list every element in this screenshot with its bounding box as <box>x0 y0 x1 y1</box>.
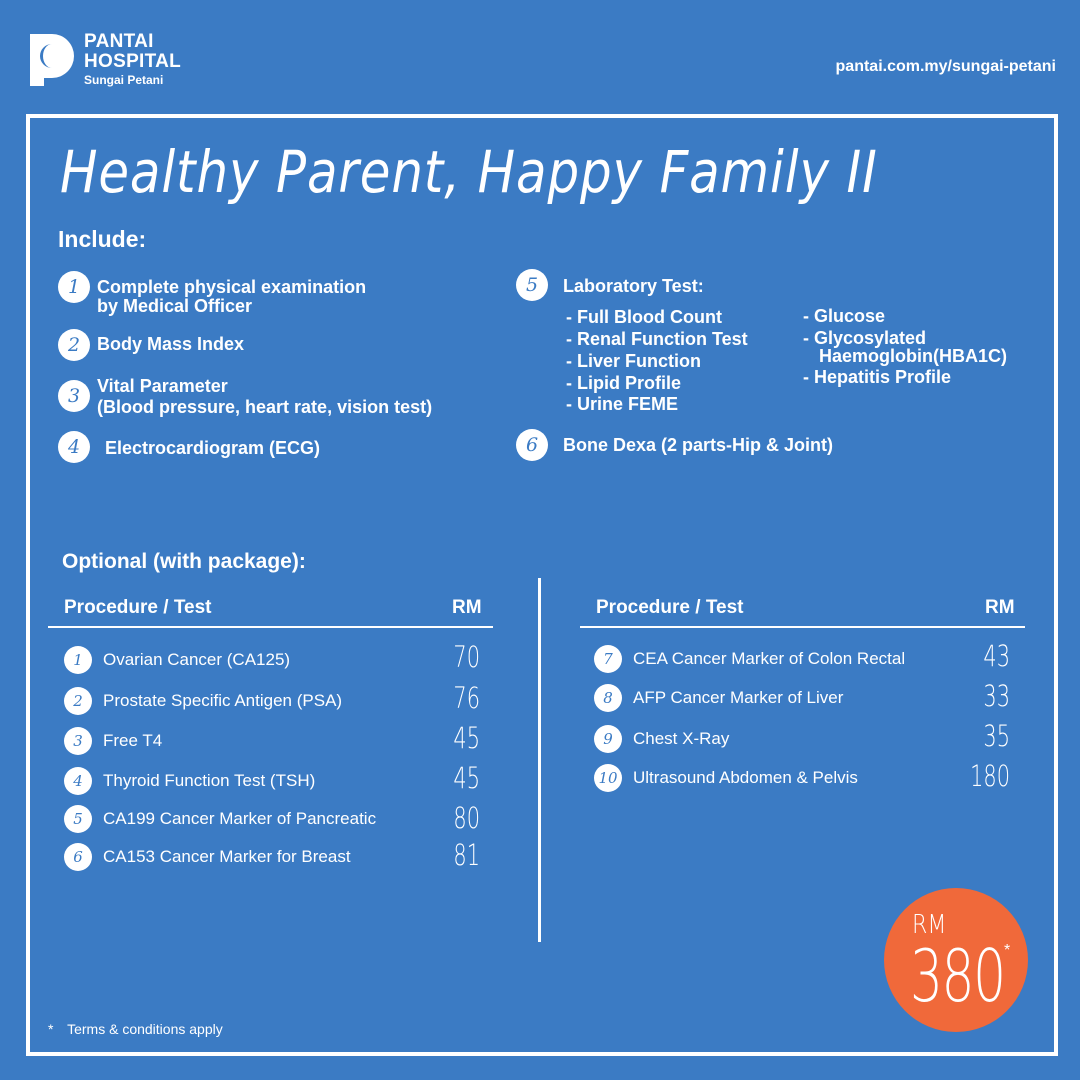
lab-test: - Glucose <box>803 306 886 326</box>
row-number: 9 <box>594 725 622 753</box>
lab-test: - Full Blood Count <box>566 307 722 327</box>
procedure-price: 76 <box>453 681 480 715</box>
procedure-price: 81 <box>453 838 480 872</box>
include-item-3-line1: Vital Parameter <box>97 376 228 396</box>
header-rm-left: RM <box>452 597 482 618</box>
optional-label: Optional (with package): <box>62 550 306 573</box>
terms-text: Terms & conditions apply <box>67 1021 223 1037</box>
include-label: Include: <box>58 226 147 252</box>
terms-note: * Terms & conditions apply <box>48 1021 223 1037</box>
include-item-3-line2: (Blood pressure, heart rate, vision test… <box>97 397 433 417</box>
include-item-3: Vital Parameter (Blood pressure, heart r… <box>97 376 432 418</box>
lab-test: - Hepatitis Profile <box>803 367 952 387</box>
lab-test-continued: Haemoglobin(HBA1C) <box>819 346 1007 366</box>
procedure-name: AFP Cancer Marker of Liver <box>633 688 844 707</box>
procedure-name: Thyroid Function Test (TSH) <box>103 771 316 790</box>
package-price-badge: RM 380 * <box>884 888 1028 1032</box>
row-number: 2 <box>64 687 92 715</box>
content-frame <box>26 114 1058 1056</box>
procedure-name: Ultrasound Abdomen & Pelvis <box>633 768 858 787</box>
header-rm-right: RM <box>985 597 1015 618</box>
include-number-6: 6 <box>516 429 548 461</box>
lab-test: - Urine FEME <box>566 394 679 414</box>
procedure-name: CEA Cancer Marker of Colon Rectal <box>633 649 906 668</box>
row-number: 3 <box>64 727 92 755</box>
procedure-name: Ovarian Cancer (CA125) <box>103 650 291 669</box>
include-number-3: 3 <box>58 380 90 412</box>
include-item-5: Laboratory Test: <box>563 276 704 296</box>
procedure-price: 45 <box>453 761 480 795</box>
brand-line1: PANTAI <box>84 31 154 52</box>
page-title: Healthy Parent, Happy Family II <box>60 138 878 206</box>
row-number: 10 <box>594 764 622 792</box>
procedure-name: Chest X-Ray <box>633 729 730 748</box>
header-underline-right <box>580 626 1025 628</box>
row-number: 1 <box>64 646 92 674</box>
row-number: 4 <box>64 767 92 795</box>
pantai-logo: PANTAI HOSPITAL Sungai Petani <box>22 30 202 90</box>
procedure-price: 43 <box>983 639 1010 673</box>
procedure-name: CA153 Cancer Marker for Breast <box>103 847 351 866</box>
website-url[interactable]: pantai.com.my/sungai-petani <box>835 58 1056 75</box>
procedure-price: 35 <box>983 719 1010 753</box>
procedure-name: Prostate Specific Antigen (PSA) <box>103 691 343 710</box>
include-number-5: 5 <box>516 269 548 301</box>
header-underline-left <box>48 626 493 628</box>
brand-location: Sungai Petani <box>84 73 164 87</box>
include-number-4: 4 <box>58 431 90 463</box>
include-item-1-line1: Complete physical examination <box>97 277 367 297</box>
procedure-name: CA199 Cancer Marker of Pancreatic <box>103 809 377 828</box>
header-procedure-right: Procedure / Test <box>596 597 744 618</box>
lab-test: - Glycosylated <box>803 328 927 348</box>
lab-test: - Liver Function <box>566 351 701 371</box>
include-item-6: Bone Dexa (2 parts-Hip & Joint) <box>563 435 834 455</box>
header-procedure-left: Procedure / Test <box>64 597 212 618</box>
include-item-2: Body Mass Index <box>97 334 245 354</box>
badge-currency: RM <box>912 910 947 940</box>
column-divider <box>538 578 541 942</box>
badge-price: 380 <box>910 934 1006 1018</box>
brand-line2: HOSPITAL <box>84 51 182 72</box>
procedure-price: 45 <box>453 721 480 755</box>
include-item-1: Complete physical examination by Medical… <box>97 278 366 316</box>
row-number: 5 <box>64 805 92 833</box>
row-number: 7 <box>594 645 622 673</box>
procedure-name: Free T4 <box>103 731 163 750</box>
procedure-price: 33 <box>983 679 1010 713</box>
include-item-4: Electrocardiogram (ECG) <box>105 438 321 458</box>
include-number-2: 2 <box>58 329 90 361</box>
badge-asterisk: * <box>1004 942 1011 959</box>
row-number: 8 <box>594 684 622 712</box>
lab-test: - Renal Function Test <box>566 329 748 349</box>
procedure-price: 70 <box>453 640 480 674</box>
include-item-1-line2: by Medical Officer <box>97 296 253 316</box>
include-number-1: 1 <box>58 271 90 303</box>
pantai-logo-icon <box>30 34 74 86</box>
procedure-price: 180 <box>970 759 1010 793</box>
lab-test: - Lipid Profile <box>566 373 681 393</box>
procedure-price: 80 <box>453 801 480 835</box>
row-number: 6 <box>64 843 92 871</box>
terms-asterisk: * <box>48 1021 54 1037</box>
